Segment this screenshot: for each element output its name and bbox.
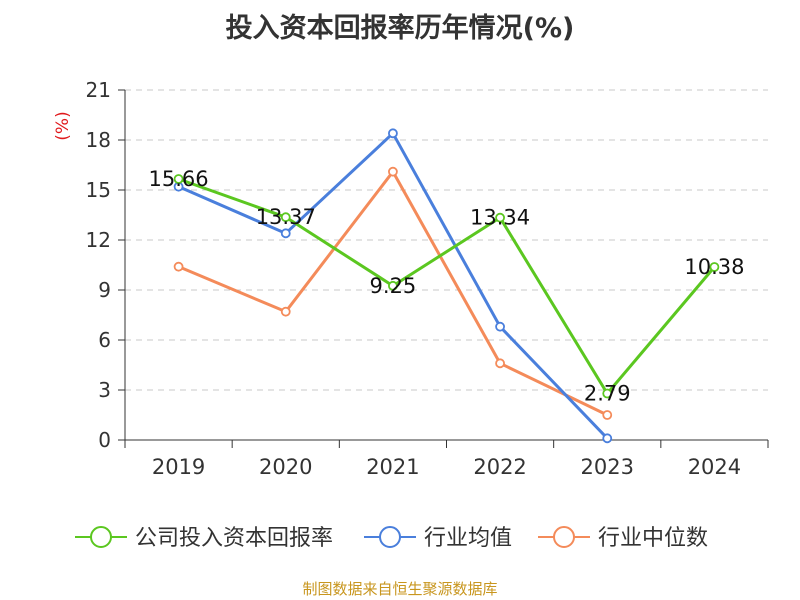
series-lines xyxy=(173,128,720,444)
x-tick-label: 2022 xyxy=(473,455,526,479)
data-point xyxy=(495,358,505,369)
grid-lines xyxy=(125,89,768,391)
legend-item[interactable]: 行业均值 xyxy=(364,526,512,551)
data-point xyxy=(709,262,720,272)
data-point xyxy=(173,261,184,272)
data-label: 13.37 xyxy=(256,205,316,229)
y-tick-label: 15 xyxy=(86,178,111,202)
data-point xyxy=(602,388,613,399)
data-point xyxy=(280,212,291,223)
legend[interactable]: 公司投入资本回报率 行业均值 行业中位数 xyxy=(75,526,708,551)
y-tick-label: 9 xyxy=(98,278,111,302)
data-point xyxy=(495,321,505,332)
legend-item[interactable]: 公司投入资本回报率 xyxy=(75,526,333,551)
data-point xyxy=(280,306,291,317)
data-label: 9.25 xyxy=(370,274,417,298)
data-labels: 15.66 13.37 9.25 13.34 2.79 10.38 xyxy=(149,167,745,406)
chart-title: 投入资本回报率历年情况(%) xyxy=(225,13,575,44)
data-point xyxy=(388,280,398,291)
data-point xyxy=(602,433,613,444)
data-label: 15.66 xyxy=(149,167,209,191)
source-note: 制图数据来自恒生聚源数据库 xyxy=(302,580,498,598)
series-line xyxy=(178,177,716,395)
y-tick-label: 3 xyxy=(98,378,111,402)
data-point xyxy=(495,212,505,223)
y-tick-label: 21 xyxy=(86,78,111,102)
x-tick-label: 2024 xyxy=(688,455,741,479)
data-label: 2.79 xyxy=(584,382,631,406)
legend-label: 行业均值 xyxy=(424,526,512,551)
data-label: 10.38 xyxy=(684,255,744,279)
x-tick-label: 2020 xyxy=(259,455,312,479)
y-tick-label: 18 xyxy=(86,128,111,152)
data-point xyxy=(388,128,398,139)
x-tick-label: 2023 xyxy=(581,455,634,479)
y-tick-label: 6 xyxy=(98,328,111,352)
y-tick-label: 12 xyxy=(86,228,111,252)
y-tick-label: 0 xyxy=(98,428,111,452)
legend-marker xyxy=(90,526,112,548)
legend-marker xyxy=(379,526,401,548)
data-point xyxy=(280,228,291,239)
y-axis-label: (%) xyxy=(53,111,73,140)
legend-label: 公司投入资本回报率 xyxy=(135,526,333,551)
legend-label: 行业中位数 xyxy=(598,526,708,551)
data-point xyxy=(602,410,613,420)
data-point xyxy=(388,166,398,177)
data-point xyxy=(173,174,184,184)
legend-marker xyxy=(553,526,575,548)
axes: 0 3 6 9 12 15 18 21 (%) 2019 2020 2021 2022 2023 2024 xyxy=(53,78,769,479)
data-label: 13.34 xyxy=(470,206,530,230)
x-tick-label: 2021 xyxy=(366,455,419,479)
legend-item[interactable]: 行业中位数 xyxy=(538,526,708,551)
x-tick-label: 2019 xyxy=(152,455,205,479)
